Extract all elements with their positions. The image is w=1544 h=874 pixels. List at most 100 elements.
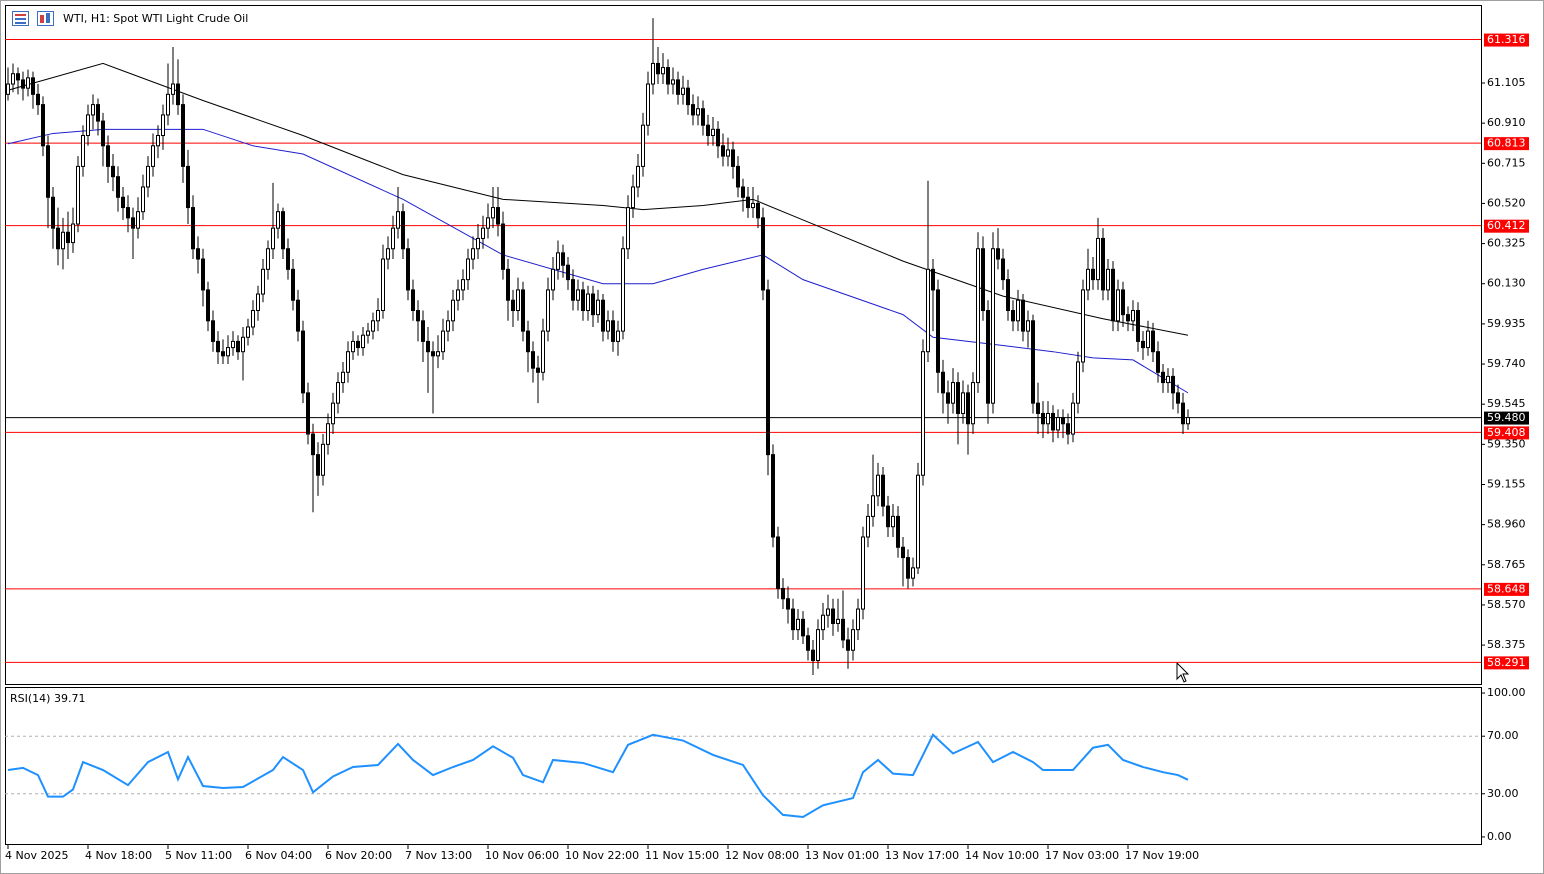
candle-body	[1071, 402, 1075, 435]
candle-body	[311, 433, 315, 456]
x-tick-label: 11 Nov 15:00	[645, 849, 719, 862]
candle-body	[191, 207, 195, 250]
candle-body	[721, 145, 725, 157]
candle-body	[996, 248, 1000, 260]
candle-body	[426, 340, 430, 353]
candle-body	[676, 79, 680, 95]
candle-body	[661, 67, 665, 75]
level-label: 58.648	[1487, 582, 1526, 595]
toolbar-icons	[12, 11, 54, 26]
candle-body	[256, 293, 260, 312]
level-label: 60.412	[1487, 219, 1526, 232]
candle-body	[951, 382, 955, 404]
candle-body	[831, 608, 835, 624]
candle-body	[1051, 412, 1055, 431]
candle-body	[121, 196, 125, 209]
candle-body	[151, 145, 155, 167]
candle-body	[571, 279, 575, 301]
candle-body	[1006, 279, 1010, 312]
candle-body	[176, 83, 180, 106]
candle-body	[321, 443, 325, 476]
candle-body	[671, 79, 675, 85]
levels	[5, 39, 1481, 663]
candle-body	[1136, 310, 1140, 342]
level-label: 61.316	[1487, 33, 1526, 46]
level-label-bg	[1484, 33, 1529, 47]
candle-body	[666, 67, 670, 85]
candle-body	[391, 227, 395, 250]
chart-title: WTI, H1: Spot WTI Light Crude Oil	[63, 12, 248, 25]
candle-body	[406, 248, 410, 291]
candle-body	[1041, 412, 1045, 425]
candle-body	[566, 264, 570, 281]
candle-body	[901, 546, 905, 559]
candle-body	[46, 145, 50, 198]
candle-body	[361, 334, 365, 349]
x-tick-label: 12 Nov 08:00	[725, 849, 799, 862]
candles	[6, 18, 1190, 675]
candle-body	[1091, 268, 1095, 281]
candle-body	[126, 207, 130, 219]
candle-body	[451, 299, 455, 322]
candle-body	[116, 176, 120, 198]
y-tick-label: 61.105	[1487, 76, 1526, 89]
y-tick-label: 58.375	[1487, 638, 1526, 651]
candle-body	[81, 135, 85, 167]
candle-body	[61, 231, 65, 250]
candle-body	[1181, 402, 1185, 425]
candle-body	[751, 202, 755, 209]
candle-body	[296, 299, 300, 332]
y-tick-label: 60.910	[1487, 116, 1526, 129]
candle-body	[921, 351, 925, 476]
y-tick-label: 58.765	[1487, 558, 1526, 571]
candle-body	[616, 330, 620, 342]
candle-body	[581, 289, 585, 312]
candle-body	[401, 211, 405, 250]
candle-body	[371, 320, 375, 332]
candle-body	[631, 186, 635, 209]
candle-body	[416, 310, 420, 322]
candle-body	[76, 165, 80, 225]
level-label-bg	[1484, 219, 1529, 233]
candle-body	[736, 165, 740, 188]
candle-body	[706, 124, 710, 137]
candle-body	[356, 340, 360, 349]
candle-body	[766, 289, 770, 456]
y-tick-label: 0.00	[1487, 830, 1512, 843]
candle-body	[836, 618, 840, 624]
candle-body	[786, 598, 790, 610]
candle-body	[1011, 310, 1015, 322]
price-panel	[5, 5, 1482, 685]
candle-body	[911, 567, 915, 579]
icon	[46, 13, 50, 23]
candle-body	[466, 258, 470, 281]
candle-body	[271, 227, 275, 250]
rsi-line	[7, 733, 1189, 818]
candle-body	[656, 62, 660, 75]
y-tick-label: 58.960	[1487, 518, 1526, 531]
candle-body	[651, 62, 655, 85]
candle-body	[326, 423, 330, 445]
candle-body	[221, 351, 225, 357]
moving-average	[7, 128, 1189, 394]
candle-body	[281, 211, 285, 250]
candle-body	[316, 454, 320, 476]
candle-body	[626, 207, 630, 250]
candle-body	[1056, 417, 1060, 431]
y-tick-label: 59.935	[1487, 317, 1526, 330]
level-label: 58.291	[1487, 656, 1526, 669]
icon	[15, 18, 26, 20]
candle-body	[446, 320, 450, 332]
candle-body	[496, 207, 500, 225]
candle-body	[1176, 392, 1180, 404]
icon	[15, 14, 26, 16]
candle-body	[6, 83, 10, 95]
candle-body	[181, 104, 185, 167]
candle-body	[411, 289, 415, 312]
candle-body	[251, 310, 255, 328]
candle-body	[796, 618, 800, 631]
candle-body	[986, 310, 990, 404]
candle-body	[56, 227, 60, 250]
